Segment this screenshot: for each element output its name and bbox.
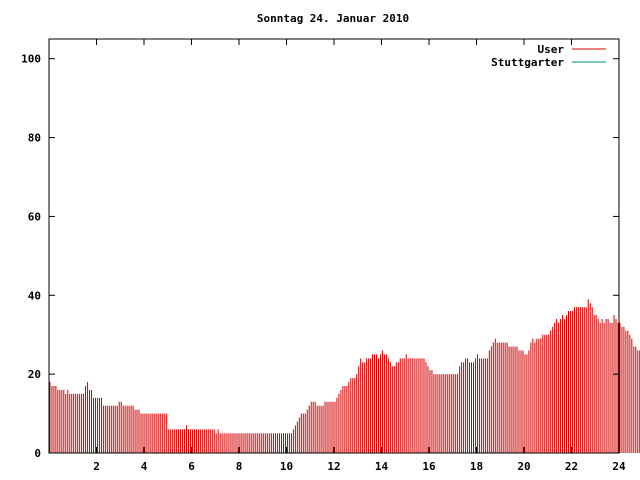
x-tick-label: 10: [280, 460, 293, 473]
x-tick-label: 14: [375, 460, 389, 473]
y-tick-label: 80: [28, 132, 41, 145]
x-tick-label: 4: [141, 460, 148, 473]
x-tick-label: 8: [236, 460, 243, 473]
legend: User Stuttgarter: [491, 43, 606, 69]
y-tick-label: 60: [28, 210, 41, 223]
y-tick-label: 20: [28, 368, 41, 381]
y-tick-label: 0: [34, 447, 41, 460]
chart-title: Sonntag 24. Januar 2010: [257, 12, 409, 25]
x-tick-label: 16: [422, 460, 436, 473]
x-tick-label: 24: [612, 460, 626, 473]
y-tick-label: 100: [21, 53, 41, 66]
legend-label-stuttgarter: Stuttgarter: [491, 56, 564, 69]
x-tick-label: 6: [188, 460, 195, 473]
legend-label-user: User: [538, 43, 565, 56]
x-tick-label: 12: [327, 460, 340, 473]
plot-frame: [48, 38, 620, 454]
bar-series-user: [49, 299, 640, 453]
x-tick-label: 20: [517, 460, 530, 473]
x-tick-label: 18: [470, 460, 483, 473]
y-tick-label: 40: [28, 289, 41, 302]
x-tick-label: 2: [93, 460, 100, 473]
x-tick-label: 22: [565, 460, 578, 473]
